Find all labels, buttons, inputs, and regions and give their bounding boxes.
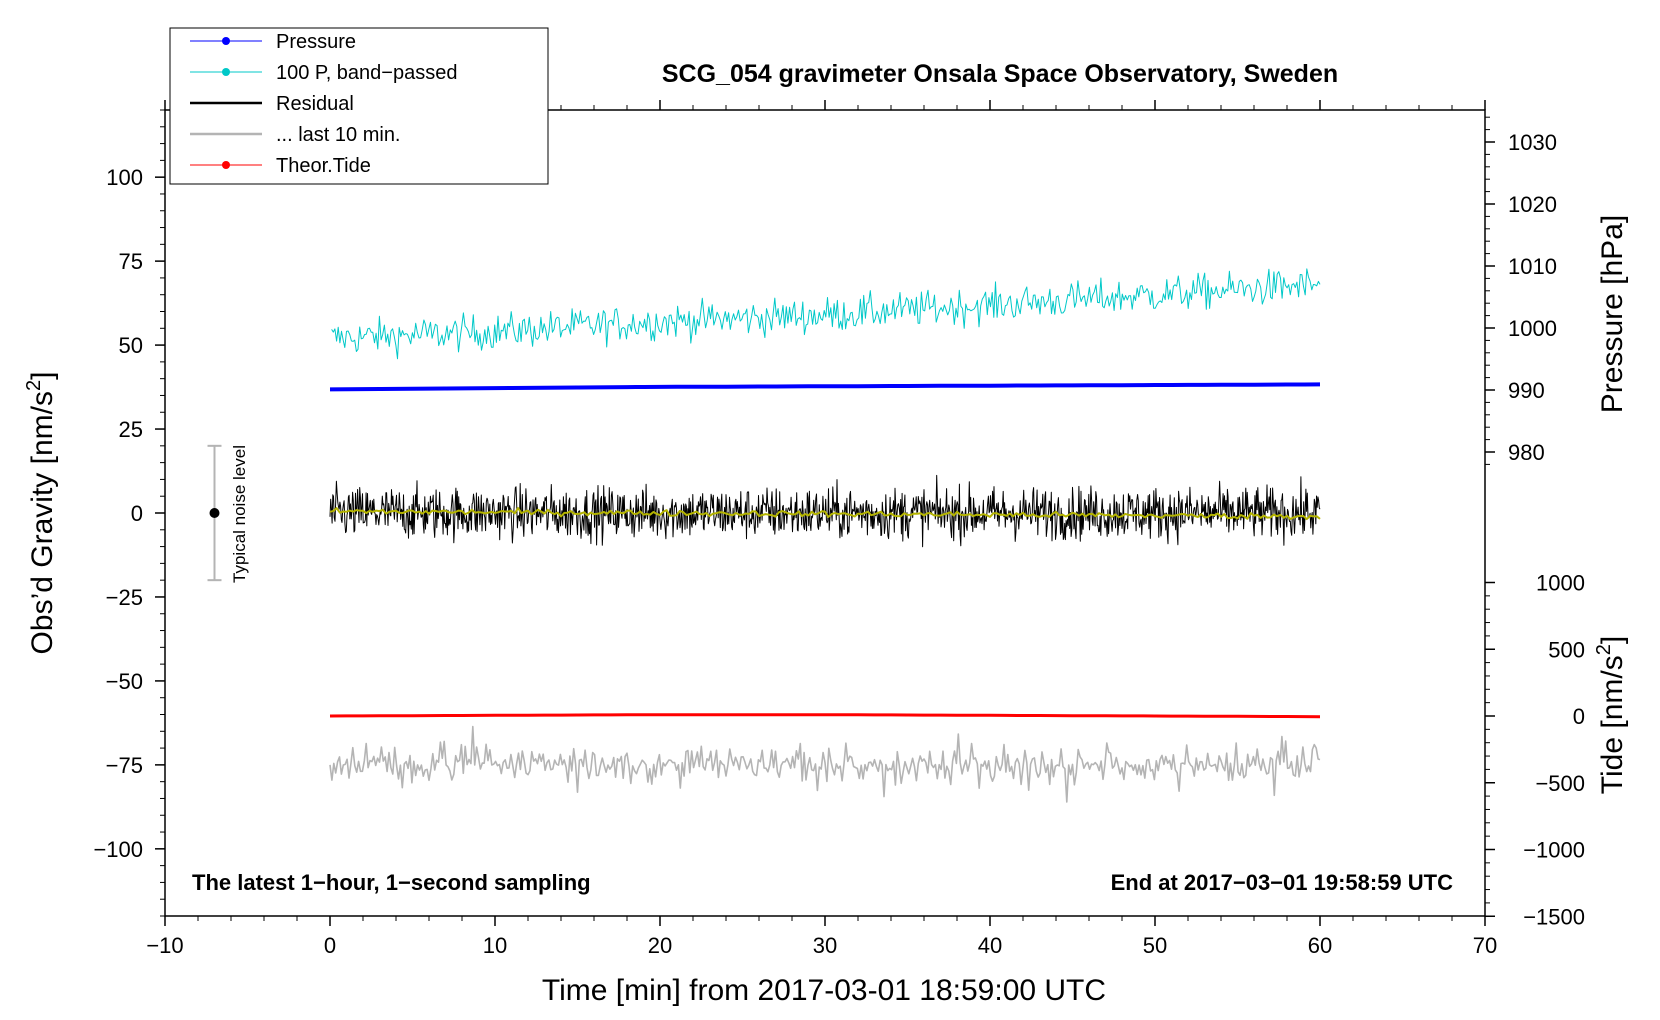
chart-title: SCG_054 gravimeter Onsala Space Observat… <box>662 60 1338 88</box>
left-y-axis-label-sup: 2 <box>23 380 45 391</box>
tide-axis-label-end: ] <box>1596 636 1629 644</box>
left-y-axis: 100 75 50 25 0 −25 −50 −75 −100 <box>93 109 165 917</box>
legend: Pressure 100 P, band−passed Residual ... la… <box>169 27 549 185</box>
left-y-axis-label: Obs’d Gravity [nm/s2] <box>23 372 59 655</box>
pressure-tick-label: 1000 <box>1508 316 1557 341</box>
tide-tick-label: −1000 <box>1523 838 1585 863</box>
legend-label: Pressure <box>276 31 356 53</box>
noise-level-label: Typical noise level <box>230 445 249 583</box>
pressure-tick-label: 980 <box>1508 440 1545 465</box>
series-layer <box>329 268 1321 803</box>
residual-smoothed-line <box>329 507 1321 521</box>
x-axis-label: Time [min] from 2017-03-01 18:59:00 UTC <box>542 974 1106 1007</box>
x-tick-label: 60 <box>1308 933 1332 958</box>
x-tick-label: 50 <box>1143 933 1167 958</box>
legend-marker <box>222 68 230 76</box>
legend-marker <box>222 161 230 169</box>
tide-axis-label-sup: 2 <box>1593 644 1615 655</box>
pressure-tick-label: 1030 <box>1508 130 1557 155</box>
x-axis: −10 0 10 20 30 40 50 60 70 <box>146 100 1497 958</box>
pressure-line <box>329 382 1321 392</box>
tide-tick-label: 0 <box>1573 704 1585 729</box>
tide-tick-label: −500 <box>1535 771 1585 796</box>
left-y-tick-label: 100 <box>106 165 143 190</box>
x-tick-label: 10 <box>483 933 507 958</box>
pressure-tick-label: 1020 <box>1508 192 1557 217</box>
theoretical-tide-line <box>329 713 1321 719</box>
sampling-note: The latest 1−hour, 1−second sampling <box>192 870 591 895</box>
residual-line <box>329 474 1321 548</box>
tide-tick-label: −1500 <box>1523 904 1585 929</box>
pressure-tick-label: 990 <box>1508 378 1545 403</box>
noise-level-indicator <box>207 444 222 582</box>
legend-label: ... last 10 min. <box>276 124 401 146</box>
tide-axis-label-main: Tide [nm/s <box>1596 655 1629 794</box>
left-y-tick-label: −100 <box>93 837 143 862</box>
pressure-axis-label: Pressure [hPa] <box>1596 215 1629 413</box>
end-time-note: End at 2017−03−01 19:58:59 UTC <box>1111 870 1454 895</box>
legend-label: 100 P, band−passed <box>276 62 457 84</box>
left-y-tick-label: 75 <box>119 249 143 274</box>
x-tick-label: 30 <box>813 933 837 958</box>
bandpassed-pressure-line <box>331 268 1321 360</box>
left-y-tick-label: −50 <box>106 669 143 694</box>
right-y-axis: 1030 1020 1010 1000 990 980 1000 500 0 −500 −1000 −… <box>1485 116 1585 929</box>
tide-axis-label: Tide [nm/s2] <box>1593 636 1629 794</box>
left-y-tick-label: 0 <box>131 501 143 526</box>
left-y-tick-label: 25 <box>119 417 143 442</box>
x-tick-label: −10 <box>146 933 183 958</box>
x-tick-label: 0 <box>324 933 336 958</box>
legend-label: Residual <box>276 93 354 115</box>
left-y-axis-label-end: ] <box>26 372 59 380</box>
x-tick-label: 40 <box>978 933 1002 958</box>
legend-label: Theor.Tide <box>276 155 371 177</box>
left-y-axis-label-main: Obs’d Gravity [nm/s <box>26 391 59 654</box>
legend-box <box>169 27 549 185</box>
legend-marker <box>222 37 230 45</box>
tide-tick-label: 500 <box>1548 637 1585 662</box>
left-y-tick-label: −75 <box>106 753 143 778</box>
x-tick-label: 20 <box>648 933 672 958</box>
left-y-tick-label: −25 <box>106 585 143 610</box>
noise-bar-center-dot <box>209 508 220 518</box>
pressure-tick-label: 1010 <box>1508 254 1557 279</box>
x-tick-label: 70 <box>1473 933 1497 958</box>
last-10-min-line <box>329 725 1321 803</box>
left-y-tick-label: 50 <box>119 333 143 358</box>
tide-tick-label: 1000 <box>1536 571 1585 596</box>
